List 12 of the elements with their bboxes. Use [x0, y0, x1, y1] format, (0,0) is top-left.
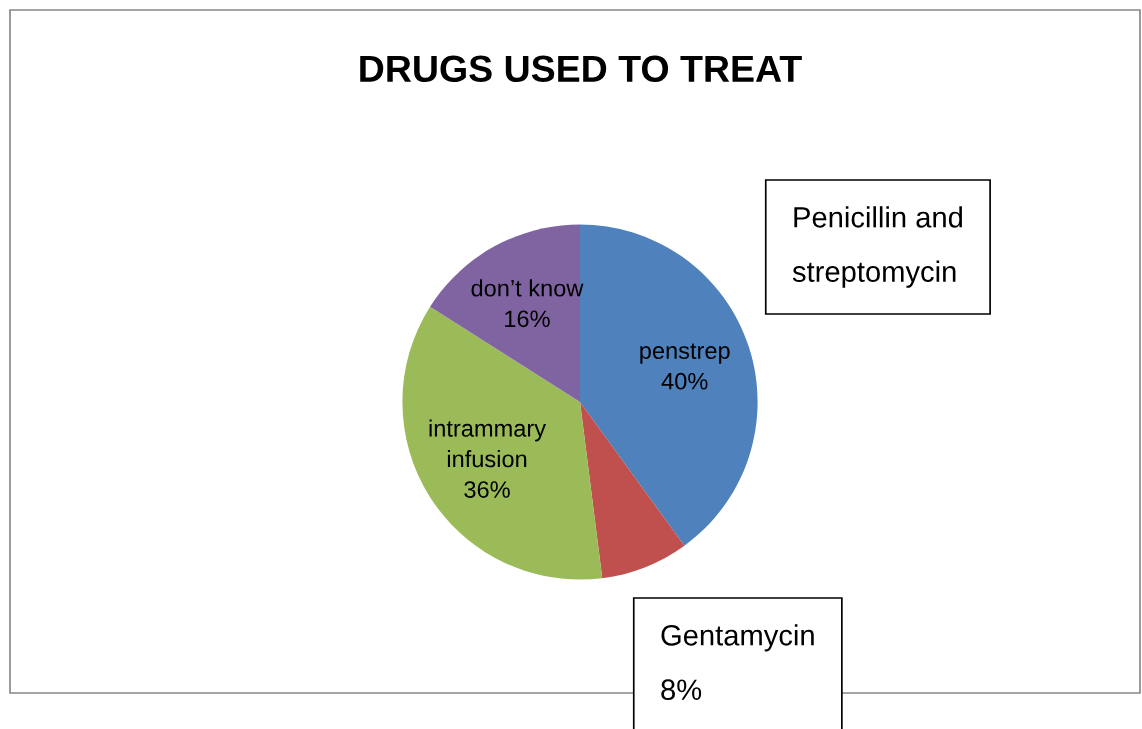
- pie-slice: [402, 306, 603, 580]
- slice-label: intrammary infusion: [429, 419, 547, 468]
- data-label: 16%: [505, 310, 550, 328]
- chart-title: DRUGS USED TO TREAT: [360, 55, 802, 83]
- pie-slice: [580, 402, 685, 579]
- data-label: 8%: [661, 679, 702, 701]
- text: Penicillin and streptomycin: [792, 206, 962, 288]
- data-label: 36%: [464, 481, 510, 498]
- data-label: 40%: [661, 372, 708, 390]
- slice-label: Gentamycin: [661, 624, 814, 652]
- slice-label: don’t know: [471, 279, 584, 297]
- slice-label: penstrep: [640, 343, 730, 364]
